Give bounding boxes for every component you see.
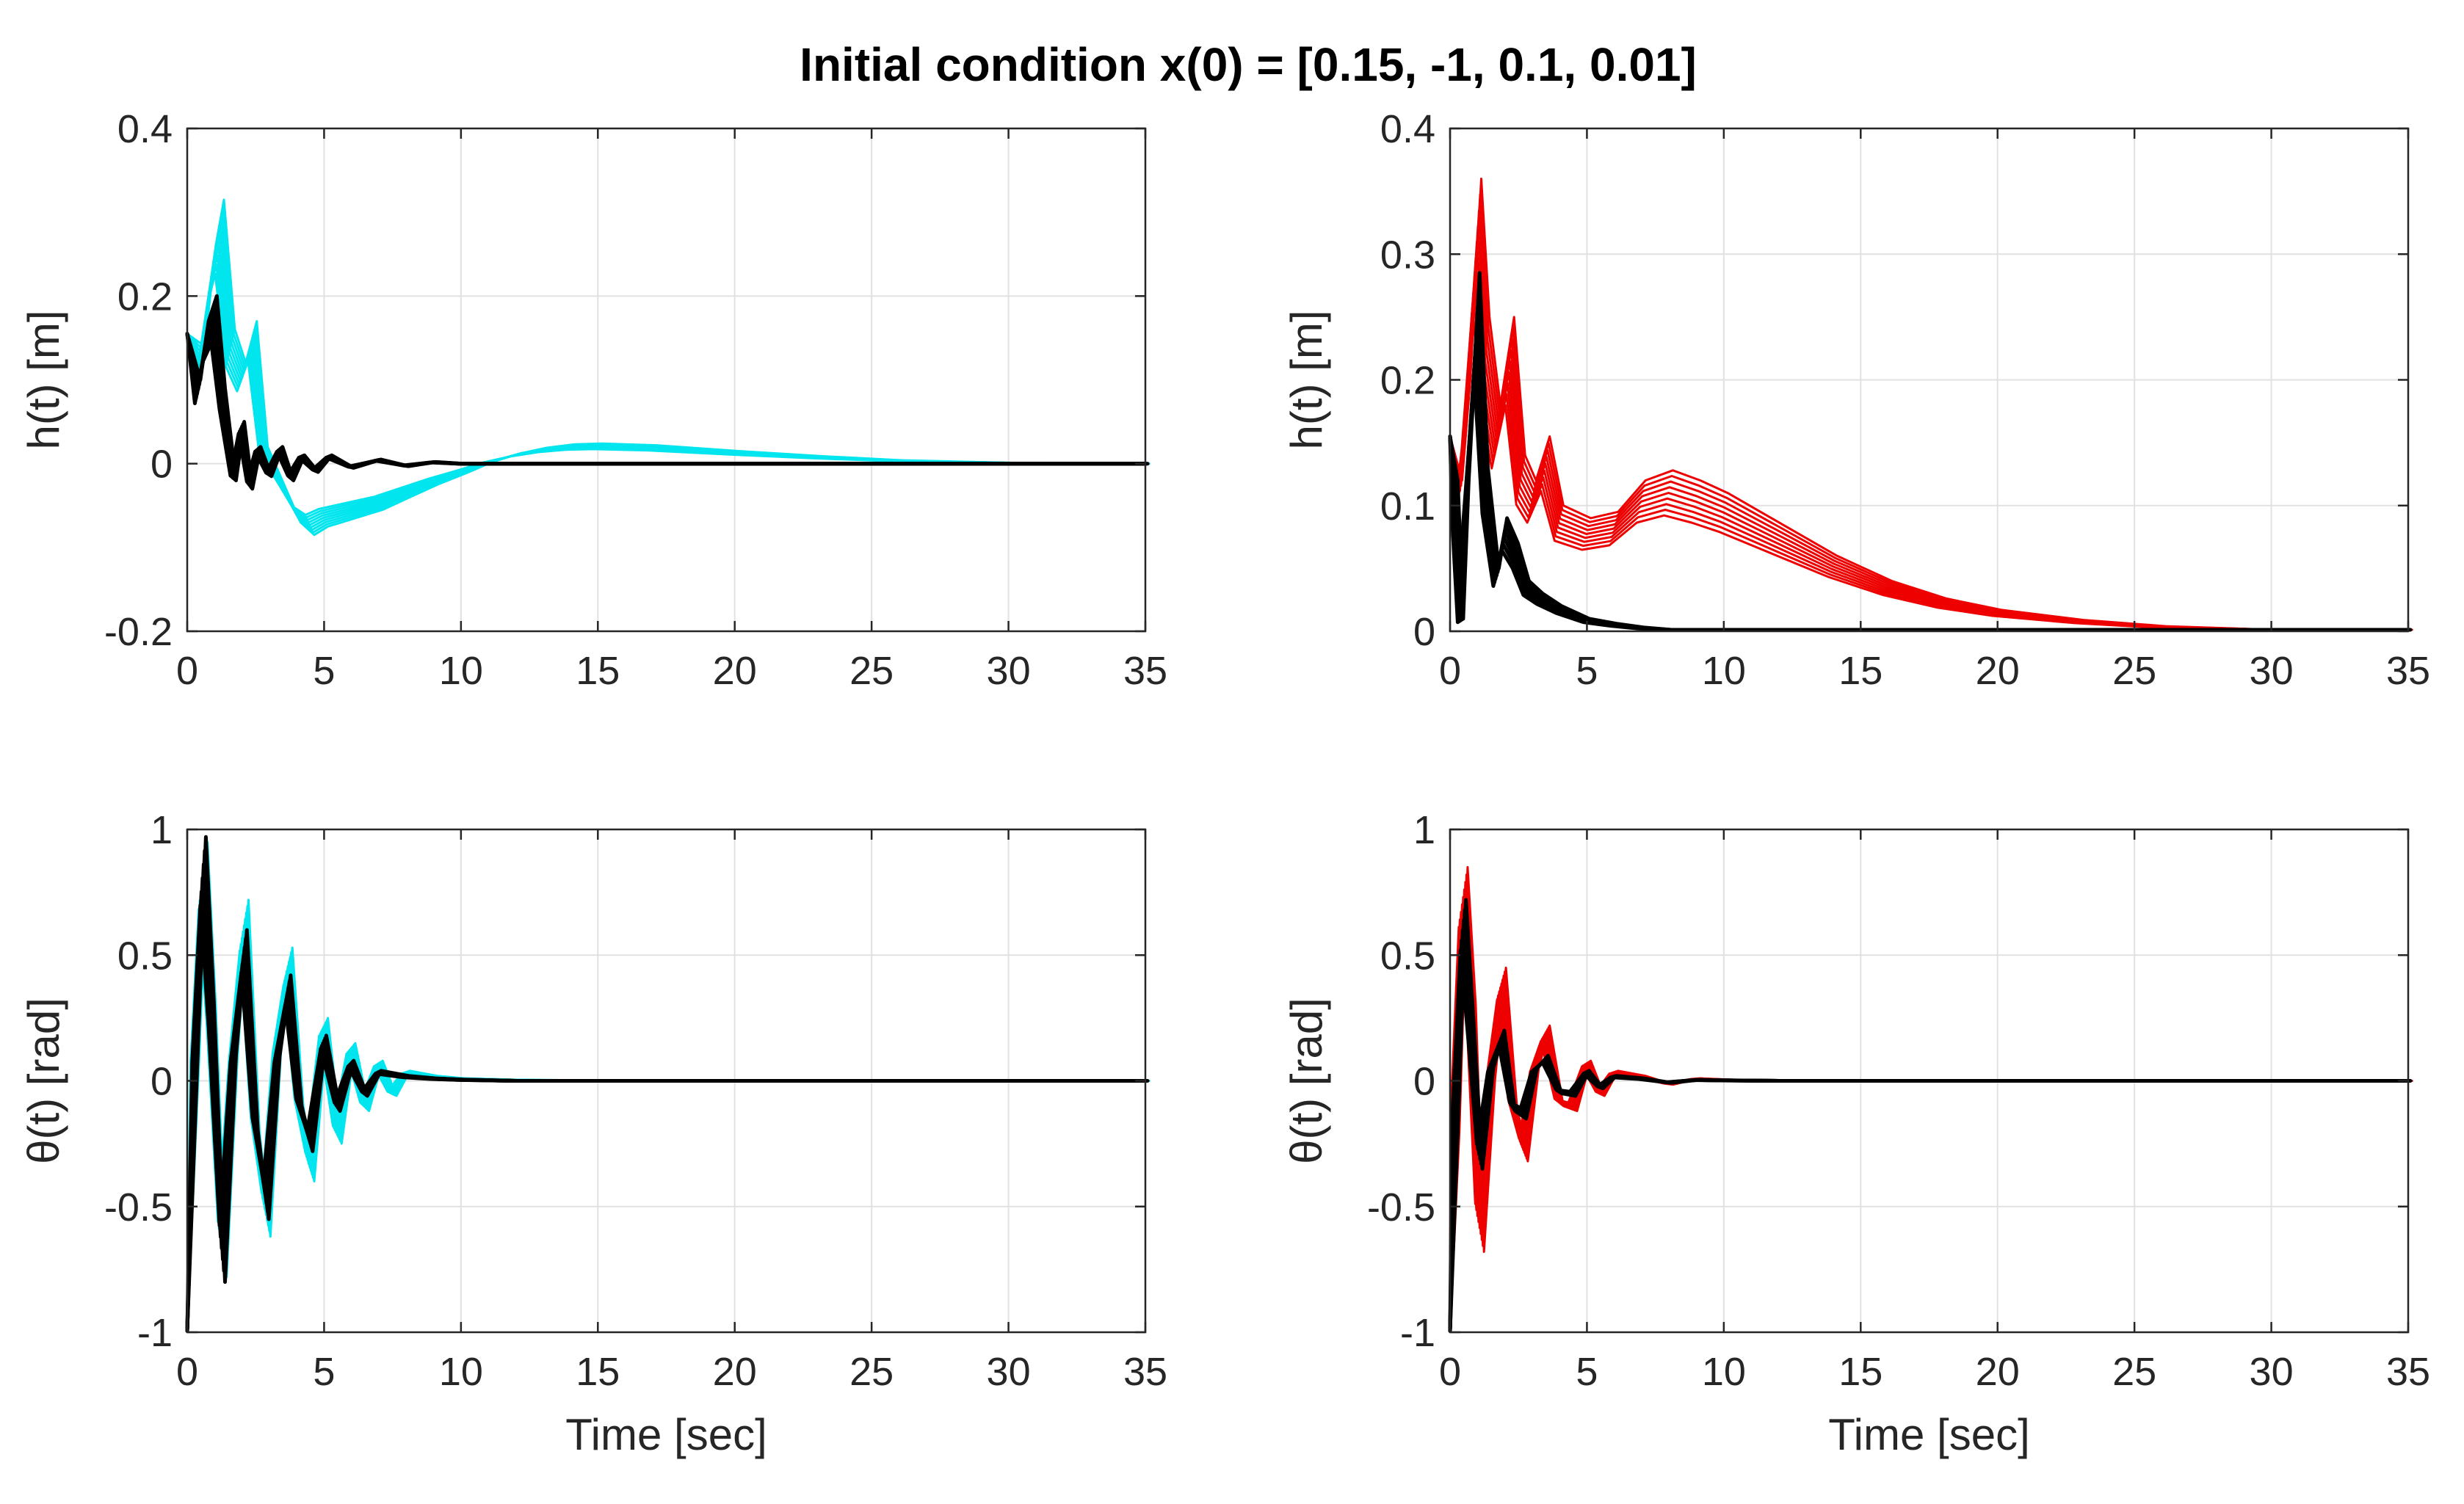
series-black xyxy=(185,294,1150,491)
y-axis-label: θ(t) [rad] xyxy=(1282,998,1331,1164)
x-tick-label: 35 xyxy=(2386,1350,2430,1394)
x-tick-label: 0 xyxy=(176,649,198,693)
series-line xyxy=(1448,271,2413,632)
x-tick-label: 30 xyxy=(2250,1350,2294,1394)
x-tick-label: 30 xyxy=(987,649,1031,693)
x-axis-label: Time [sec] xyxy=(565,1410,767,1459)
x-tick-label: 0 xyxy=(1439,649,1461,693)
subplot-2: 0 5 10 15 20 25 30 35 0 0.1 0.2 0.3 0.4 h(t) [m] xyxy=(1282,107,2430,693)
series-line xyxy=(1448,898,2413,1333)
x-tick-label: 5 xyxy=(1576,1350,1598,1394)
y-tick-label: 0.2 xyxy=(117,275,173,319)
x-tick-label: 5 xyxy=(1576,649,1598,693)
y-axis-label: h(t) [m] xyxy=(19,310,68,450)
x-tick-label: 25 xyxy=(2112,1350,2156,1394)
x-tick-label: 35 xyxy=(1123,1350,1167,1394)
subplot-4: 0 5 10 15 20 25 30 35 -1 -0.5 0 0.5 1 θ(t) [rad] Time … xyxy=(1282,808,2430,1459)
x-tick-label: 20 xyxy=(713,649,757,693)
x-tick-label: 20 xyxy=(1976,649,2020,693)
y-axis-label: h(t) [m] xyxy=(1282,310,1331,450)
x-tick-label: 30 xyxy=(2250,649,2294,693)
y-tick-label: -1 xyxy=(137,1311,173,1355)
y-tick-label: 0 xyxy=(151,1060,173,1104)
x-tick-label: 25 xyxy=(849,649,894,693)
figure-title: Initial condition x(0) = [0.15, -1, 0.1,… xyxy=(800,38,1697,91)
x-tick-label: 5 xyxy=(313,1350,335,1394)
x-axis-label: Time [sec] xyxy=(1828,1410,2029,1459)
y-tick-label: -0.5 xyxy=(104,1185,173,1229)
x-tick-label: 25 xyxy=(849,1350,894,1394)
x-tick-label: 20 xyxy=(1976,1350,2020,1394)
y-tick-label: 1 xyxy=(1413,808,1435,852)
series-line xyxy=(186,198,1151,537)
y-tick-label: 1 xyxy=(151,808,173,852)
x-tick-label: 10 xyxy=(1702,649,1746,693)
x-tick-label: 25 xyxy=(2112,649,2156,693)
x-tick-label: 15 xyxy=(1838,649,1883,693)
series-cyan xyxy=(186,198,1151,537)
series-black xyxy=(185,835,1150,1333)
y-tick-label: 0.5 xyxy=(1380,934,1435,978)
y-tick-label: -0.2 xyxy=(104,610,173,654)
subplot-1: 0 5 10 15 20 25 30 35-0.200.20.4h(t) [m] xyxy=(19,107,1167,693)
x-tick-label: 15 xyxy=(576,1350,620,1394)
y-tick-label: 0 xyxy=(151,443,173,487)
series-black xyxy=(1448,898,2413,1333)
series-line xyxy=(185,294,1150,491)
x-tick-label: 30 xyxy=(987,1350,1031,1394)
series-red xyxy=(1449,178,2413,631)
y-tick-label: 0.2 xyxy=(1380,359,1435,403)
plot-area xyxy=(187,128,1145,631)
y-tick-label: 0.4 xyxy=(1380,107,1435,151)
y-tick-label: 0.1 xyxy=(1380,484,1435,528)
subplot-3: 0 5 10 15 20 25 30 35 -1 -0.5 0 0.5 1 θ(t) [rad] Time … xyxy=(19,808,1167,1459)
y-tick-label: 0.5 xyxy=(117,934,173,978)
x-tick-label: 10 xyxy=(439,649,483,693)
y-axis-label: θ(t) [rad] xyxy=(19,998,68,1164)
x-tick-label: 5 xyxy=(313,649,335,693)
y-tick-label: -1 xyxy=(1400,1311,1435,1355)
series-line xyxy=(1449,178,2413,631)
x-tick-label: 15 xyxy=(1838,1350,1883,1394)
y-tick-label: 0.4 xyxy=(117,107,173,151)
x-tick-label: 15 xyxy=(576,649,620,693)
x-tick-label: 35 xyxy=(1123,649,1167,693)
x-tick-label: 20 xyxy=(713,1350,757,1394)
y-tick-label: 0 xyxy=(1413,1060,1435,1104)
x-tick-label: 10 xyxy=(1702,1350,1746,1394)
series-black xyxy=(1448,271,2413,632)
x-tick-label: 35 xyxy=(2386,649,2430,693)
x-tick-label: 10 xyxy=(439,1350,483,1394)
y-tick-label: 0 xyxy=(1413,610,1435,654)
x-tick-label: 0 xyxy=(1439,1350,1461,1394)
x-tick-label: 0 xyxy=(176,1350,198,1394)
y-tick-label: 0.3 xyxy=(1380,233,1435,277)
y-tick-label: -0.5 xyxy=(1367,1185,1435,1229)
series-line xyxy=(185,835,1150,1333)
axes-box xyxy=(186,127,1147,633)
